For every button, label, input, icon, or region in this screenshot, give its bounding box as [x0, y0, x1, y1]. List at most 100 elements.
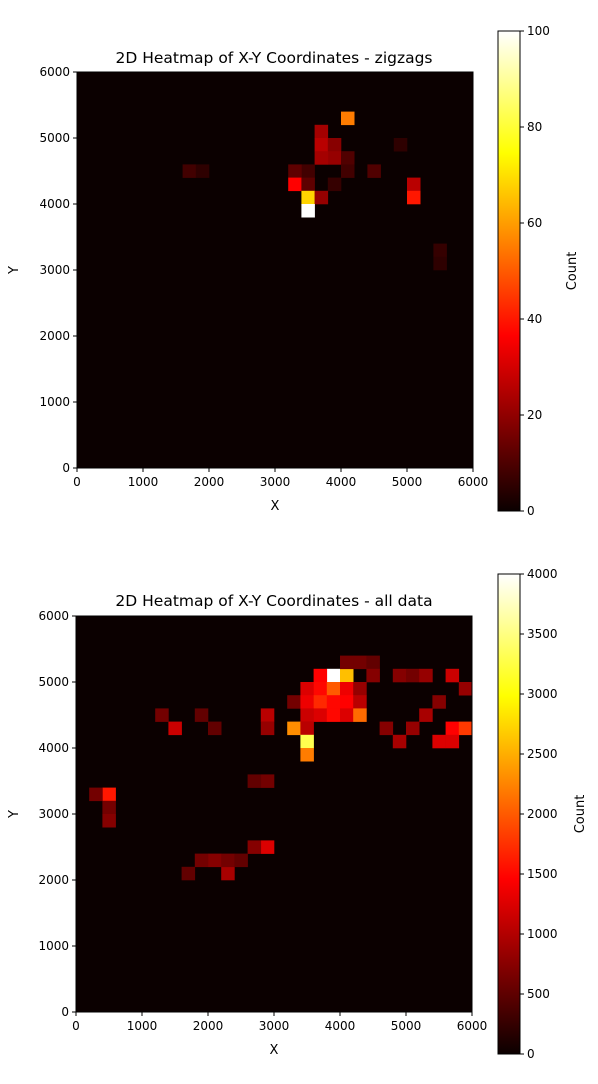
x-tick-label: 1000 — [128, 475, 159, 489]
heatmap-cell — [328, 178, 342, 192]
heatmap-cell — [314, 669, 328, 683]
heatmap-cell — [300, 695, 314, 709]
y-tick-label: 0 — [62, 461, 70, 475]
heatmap-cell — [300, 682, 314, 696]
x-axis-ticks: 0 1000 2000 3000 4000 5000 6000 — [73, 468, 488, 489]
y-tick-label: 2000 — [39, 329, 70, 343]
y-tick-label: 4000 — [39, 197, 70, 211]
heatmap-cell — [314, 708, 328, 722]
heatmap-cell — [89, 788, 103, 802]
heatmap-cell — [300, 748, 314, 762]
heatmap-cell — [353, 695, 367, 709]
heatmap-cell — [261, 708, 275, 722]
heatmap-cell — [300, 708, 314, 722]
y-tick-label: 6000 — [38, 609, 69, 623]
heatmap-cell — [327, 682, 341, 696]
colorbar-tick-label: 80 — [527, 120, 542, 134]
heatmap-cell — [234, 854, 248, 868]
colorbar-tick-label: 3000 — [527, 687, 558, 701]
heatmap-cell — [300, 735, 314, 749]
x-tick-label: 5000 — [392, 475, 423, 489]
colorbar-gradient — [498, 31, 520, 511]
colorbar-tick-label: 60 — [527, 216, 542, 230]
y-tick-label: 5000 — [39, 131, 70, 145]
colorbar: 0 20 40 60 80 100 Count — [498, 24, 580, 518]
heatmap-cell — [315, 125, 329, 139]
x-tick-label: 0 — [73, 475, 81, 489]
heatmap-cell — [261, 774, 275, 788]
heatmap-cell — [327, 695, 341, 709]
heatmap-cell — [406, 669, 420, 683]
x-axis-label: X — [271, 499, 280, 514]
heatmap-cell — [221, 854, 235, 868]
colorbar-tick-label: 2500 — [527, 747, 558, 761]
heatmap-cell — [102, 788, 116, 802]
heatmap-cell — [341, 112, 355, 126]
colorbar-tick-label: 3500 — [527, 627, 558, 641]
heatmap-cell — [155, 708, 169, 722]
heatmap-cell — [182, 867, 196, 881]
heatmap-cell — [168, 722, 182, 736]
heatmap-cell — [221, 867, 235, 881]
heatmap-cell — [419, 708, 433, 722]
heatmap-cell — [301, 204, 315, 218]
heatmap-cell — [446, 669, 460, 683]
y-axis-ticks: 0 1000 2000 3000 4000 5000 6000 — [39, 65, 77, 475]
x-tick-label: 2000 — [193, 1019, 224, 1033]
y-tick-label: 1000 — [38, 939, 69, 953]
heatmap-cell — [248, 840, 262, 854]
heatmap-cell — [432, 735, 446, 749]
heatmap-cell — [393, 735, 407, 749]
x-tick-label: 3000 — [259, 1019, 290, 1033]
heatmap-cell — [340, 695, 354, 709]
y-tick-label: 3000 — [38, 807, 69, 821]
colorbar-tick-label: 40 — [527, 312, 542, 326]
colorbar-tick-label: 2000 — [527, 807, 558, 821]
heatmap-cell — [446, 735, 460, 749]
x-tick-label: 2000 — [194, 475, 225, 489]
x-tick-label: 4000 — [326, 475, 357, 489]
heatmap-cell — [261, 840, 275, 854]
heatmap-cell — [287, 695, 301, 709]
heatmap-cell — [446, 722, 460, 736]
colorbar-tick-label: 1500 — [527, 867, 558, 881]
heatmap-cell — [380, 722, 394, 736]
colorbar-tick-label: 4000 — [527, 567, 558, 581]
x-tick-label: 1000 — [127, 1019, 158, 1033]
heatmap-cell — [459, 682, 473, 696]
heatmap-cell — [393, 669, 407, 683]
heatmap-cell — [340, 682, 354, 696]
heatmap-cell — [327, 708, 341, 722]
x-tick-label: 0 — [72, 1019, 80, 1033]
x-axis-ticks: 0 1000 2000 3000 4000 5000 6000 — [72, 1012, 487, 1033]
heatmap-cell — [195, 708, 209, 722]
heatmap-cell — [366, 669, 380, 683]
y-tick-label: 0 — [61, 1005, 69, 1019]
y-axis-label: Y — [7, 810, 22, 819]
heatmap-cell — [102, 814, 116, 828]
heatmap-cell — [353, 682, 367, 696]
y-tick-label: 4000 — [38, 741, 69, 755]
x-tick-label: 5000 — [391, 1019, 422, 1033]
heatmap-cell — [183, 164, 197, 178]
plot-background — [77, 72, 473, 468]
heatmap-cell — [261, 722, 275, 736]
y-axis-ticks: 0 1000 2000 3000 4000 5000 6000 — [38, 609, 76, 1019]
heatmap-cell — [315, 151, 329, 165]
y-tick-label: 1000 — [39, 395, 70, 409]
heatmap-cell — [208, 722, 222, 736]
heatmap-cell — [419, 669, 433, 683]
colorbar-tick-label: 100 — [527, 24, 550, 38]
heatmap-cell — [340, 669, 354, 683]
colorbar: 0 500 1000 1500 2000 2500 3000 3500 4000 Count — [498, 567, 588, 1061]
colorbar-tick-label: 500 — [527, 987, 550, 1001]
heatmap-cell — [327, 669, 341, 683]
heatmap-cell — [315, 138, 329, 152]
heatmap-cell — [433, 257, 447, 271]
y-axis-label: Y — [7, 266, 22, 275]
colorbar-tick-label: 1000 — [527, 927, 558, 941]
heatmap-cell — [248, 774, 262, 788]
x-tick-label: 6000 — [458, 475, 489, 489]
heatmap-cell — [394, 138, 408, 152]
